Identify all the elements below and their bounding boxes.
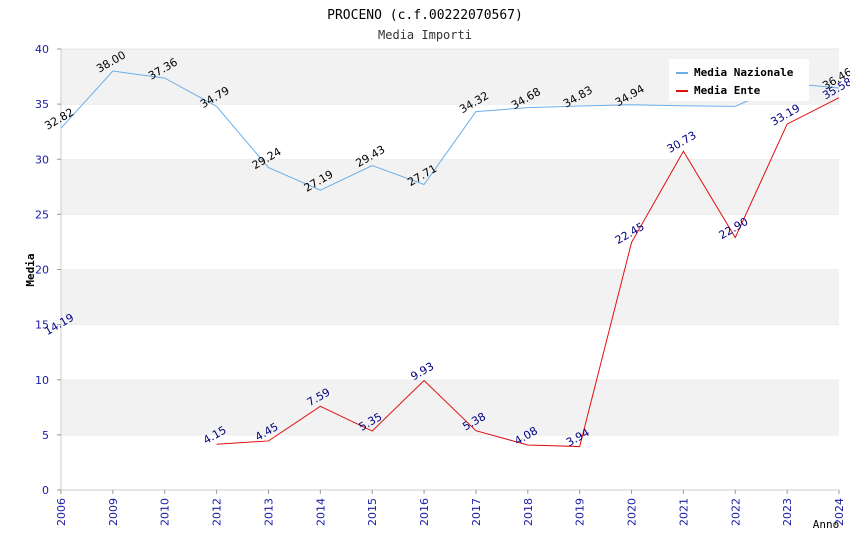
y-tick-label: 40 — [35, 43, 49, 56]
x-tick-label: 2024 — [833, 498, 846, 526]
x-tick-label: 2018 — [522, 498, 535, 526]
grid-band — [61, 104, 839, 160]
x-tick-label: 2022 — [729, 498, 742, 526]
x-tick-label: 2020 — [626, 498, 639, 526]
x-tick-label: 2016 — [418, 498, 431, 526]
x-tick-label: 2021 — [677, 498, 690, 526]
x-tick-label: 2006 — [55, 498, 68, 526]
x-tick-label: 2019 — [574, 498, 587, 526]
chart-title: PROCENO (c.f.00222070567) — [327, 8, 523, 23]
legend-box — [669, 59, 809, 101]
series-line-nazionale — [60, 70, 840, 191]
y-tick-label: 25 — [35, 208, 49, 221]
x-tick-label: 2015 — [366, 498, 379, 526]
x-tick-label: 2023 — [781, 498, 794, 526]
background-bands — [61, 48, 839, 490]
x-tick-label: 2013 — [262, 498, 275, 526]
y-tick-label: 30 — [35, 153, 49, 166]
x-tick-label: 2010 — [159, 498, 172, 526]
y-axis-title: Media — [24, 253, 37, 286]
grid-band — [61, 159, 839, 215]
y-tick-label: 15 — [35, 319, 49, 332]
y-tick-label: 20 — [35, 264, 49, 277]
grid-band — [61, 269, 839, 325]
series-lines — [60, 70, 840, 448]
grid-band — [61, 324, 839, 380]
grid-band — [61, 379, 839, 435]
y-tick-label: 5 — [42, 429, 49, 442]
series-line-ente — [216, 97, 840, 448]
axes: 0 5 10 15 20 25 30 35 40 2006 2009 2010 2012 2013 2014… — [35, 43, 846, 526]
grid-band — [61, 214, 839, 270]
x-tick-label: 2009 — [107, 498, 120, 526]
x-axis-title: Anno — [813, 518, 840, 531]
legend-label-ente: Media Ente — [694, 84, 761, 97]
x-tick-label: 2012 — [211, 498, 224, 526]
legend-label-nazionale: Media Nazionale — [694, 66, 794, 79]
chart-subtitle: Media Importi — [378, 28, 472, 42]
x-tick-label: 2014 — [314, 498, 327, 526]
legend: Media Nazionale Media Ente — [669, 59, 809, 101]
grid-band — [61, 434, 839, 490]
x-tick-label: 2017 — [470, 498, 483, 526]
y-tick-label: 0 — [42, 484, 49, 497]
y-tick-label: 10 — [35, 374, 49, 387]
y-tick-label: 35 — [35, 98, 49, 111]
